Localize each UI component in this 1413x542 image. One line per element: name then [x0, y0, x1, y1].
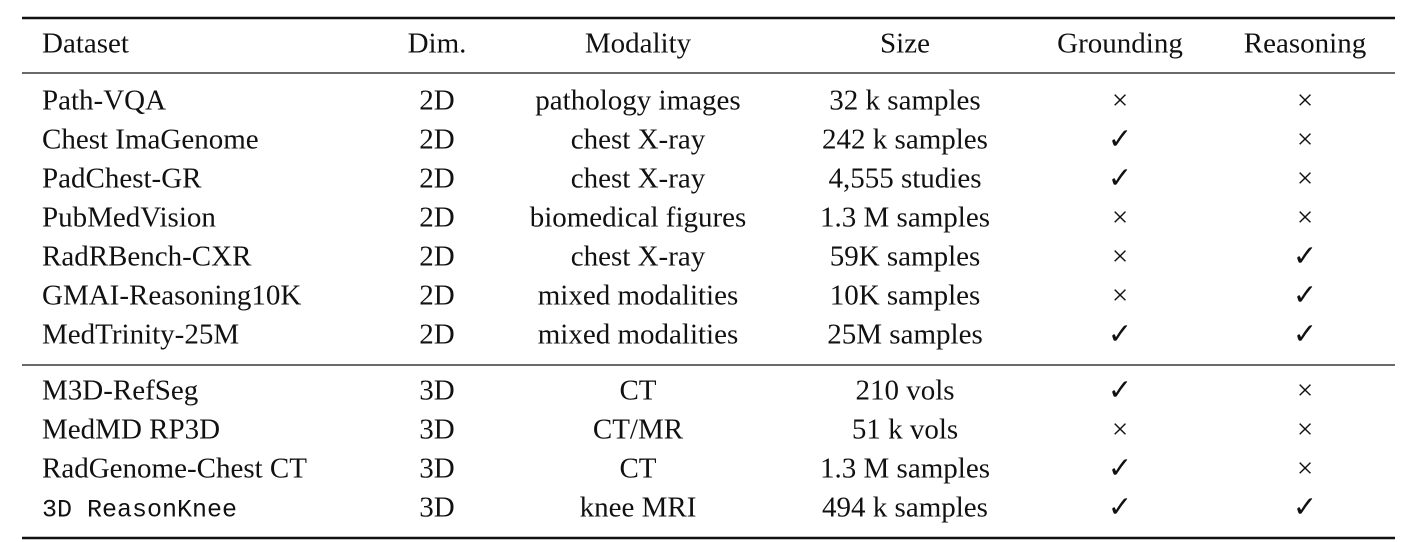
column-header: Grounding [1057, 28, 1183, 60]
reasoning-cell: ✓ [1293, 241, 1317, 273]
dim-cell: 2D [419, 85, 454, 117]
grounding-cell: ✓ [1108, 492, 1132, 524]
reasoning-cell: × [1297, 375, 1313, 407]
size-cell: 494 k samples [822, 492, 988, 524]
grounding-cell: × [1112, 414, 1128, 446]
grounding-cell: ✓ [1108, 319, 1132, 351]
modality-cell: knee MRI [580, 492, 697, 524]
modality-cell: chest X-ray [571, 241, 706, 273]
dataset-cell: RadGenome-Chest CT [42, 453, 307, 485]
dim-cell: 3D [419, 375, 454, 407]
column-header: Dim. [408, 28, 467, 60]
modality-cell: chest X-ray [571, 124, 706, 156]
dim-cell: 3D [419, 414, 454, 446]
dim-cell: 2D [419, 202, 454, 234]
reasoning-cell: ✓ [1293, 319, 1317, 351]
column-header: Reasoning [1244, 28, 1366, 60]
column-header: Dataset [42, 28, 129, 60]
dataset-cell: Path-VQA [42, 85, 166, 117]
size-cell: 32 k samples [829, 85, 980, 117]
reasoning-cell: × [1297, 453, 1313, 485]
size-cell: 59K samples [830, 241, 981, 273]
size-cell: 51 k vols [852, 414, 958, 446]
modality-cell: pathology images [535, 85, 740, 117]
reasoning-cell: × [1297, 85, 1313, 117]
dim-cell: 2D [419, 241, 454, 273]
dim-cell: 2D [419, 280, 454, 312]
modality-cell: mixed modalities [538, 280, 739, 312]
modality-cell: chest X-ray [571, 163, 706, 195]
reasoning-cell: × [1297, 414, 1313, 446]
size-cell: 1.3 M samples [820, 202, 990, 234]
dim-cell: 2D [419, 319, 454, 351]
modality-cell: biomedical figures [530, 202, 747, 234]
size-cell: 242 k samples [822, 124, 988, 156]
dim-cell: 3D [419, 492, 454, 524]
grounding-cell: ✓ [1108, 453, 1132, 485]
dataset-cell: PubMedVision [42, 202, 216, 234]
dim-cell: 2D [419, 124, 454, 156]
reasoning-cell: × [1297, 202, 1313, 234]
dim-cell: 3D [419, 453, 454, 485]
column-header: Size [880, 28, 930, 60]
grounding-cell: × [1112, 85, 1128, 117]
modality-cell: CT [619, 375, 656, 407]
modality-cell: mixed modalities [538, 319, 739, 351]
reasoning-cell: ✓ [1293, 492, 1317, 524]
dataset-cell: MedMD RP3D [42, 414, 220, 446]
size-cell: 1.3 M samples [820, 453, 990, 485]
modality-cell: CT/MR [593, 414, 684, 446]
dim-cell: 2D [419, 163, 454, 195]
grounding-cell: × [1112, 280, 1128, 312]
grounding-cell: × [1112, 241, 1128, 273]
grounding-cell: ✓ [1108, 163, 1132, 195]
dataset-cell: M3D-RefSeg [42, 375, 198, 407]
reasoning-cell: × [1297, 124, 1313, 156]
size-cell: 25M samples [827, 319, 982, 351]
modality-cell: CT [619, 453, 656, 485]
grounding-cell: ✓ [1108, 375, 1132, 407]
size-cell: 210 vols [855, 375, 954, 407]
size-cell: 4,555 studies [828, 163, 981, 195]
reasoning-cell: ✓ [1293, 280, 1317, 312]
grounding-cell: × [1112, 202, 1128, 234]
dataset-cell: GMAI-Reasoning10K [42, 280, 301, 312]
column-header: Modality [585, 28, 692, 60]
reasoning-cell: × [1297, 163, 1313, 195]
dataset-cell: 3D ReasonKnee [42, 496, 237, 525]
dataset-cell: Chest ImaGenome [42, 124, 259, 156]
size-cell: 10K samples [830, 280, 981, 312]
grounding-cell: ✓ [1108, 124, 1132, 156]
dataset-cell: MedTrinity-25M [42, 319, 239, 351]
dataset-cell: RadRBench-CXR [42, 241, 252, 273]
dataset-cell: PadChest-GR [42, 163, 202, 195]
